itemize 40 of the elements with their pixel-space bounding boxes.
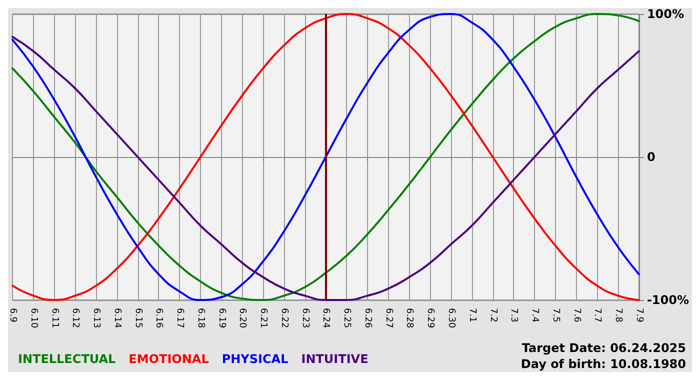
- x-tick-label: 7.4: [530, 308, 540, 323]
- x-tick-label: 7.6: [571, 308, 582, 323]
- x-tick-label: 6.19: [216, 308, 226, 328]
- y-tick-label: 100%: [646, 7, 684, 21]
- x-tick-label: 6.20: [237, 308, 248, 328]
- x-tick-label: 6.13: [91, 308, 102, 328]
- text: INTUITIVE: [301, 352, 368, 366]
- text: Day of birth: 10.08.1980: [520, 357, 686, 371]
- x-tick-label: 6.14: [112, 308, 122, 328]
- x-tick-label: 6.9: [8, 308, 18, 323]
- text: EMOTIONAL: [128, 352, 210, 366]
- x-tick-label: 6.12: [70, 308, 80, 328]
- x-tick-label: 6.26: [362, 308, 372, 328]
- x-tick-label: 7.9: [634, 308, 644, 323]
- x-tick-label: 7.5: [550, 308, 560, 322]
- x-tick-label: 6.28: [404, 308, 414, 328]
- y-tick-label: -100%: [646, 293, 690, 307]
- x-tick-label: 6.15: [132, 308, 143, 328]
- x-tick-label: 6.22: [278, 308, 289, 328]
- x-tick-label: 7.7: [592, 308, 602, 322]
- text: PHYSICAL: [222, 352, 289, 366]
- x-tick-label: 6.24: [320, 308, 331, 328]
- x-tick-label: 6.21: [258, 308, 268, 328]
- x-tick-label: 6.17: [174, 308, 185, 328]
- x-tick-label: 6.11: [49, 308, 60, 328]
- x-tick-label: 6.16: [154, 308, 164, 328]
- x-tick-label: 6.30: [446, 308, 456, 328]
- text: Target Date: 06.24.2025: [522, 341, 686, 355]
- x-tick-label: 6.23: [300, 308, 310, 328]
- text: INTELLECTUAL: [18, 352, 116, 366]
- x-tick-label: 7.3: [508, 308, 519, 322]
- y-tick-label: 0: [646, 150, 656, 164]
- x-tick-label: 6.25: [342, 308, 352, 328]
- x-tick-label: 6.18: [195, 308, 206, 328]
- x-tick-label: 7.8: [613, 308, 624, 323]
- x-tick-label: 6.27: [383, 308, 394, 328]
- x-tick-label: 7.2: [488, 308, 498, 322]
- x-tick-label: 7.1: [466, 308, 477, 322]
- x-tick-label: 6.29: [425, 308, 436, 328]
- x-tick-label: 6.10: [28, 308, 38, 328]
